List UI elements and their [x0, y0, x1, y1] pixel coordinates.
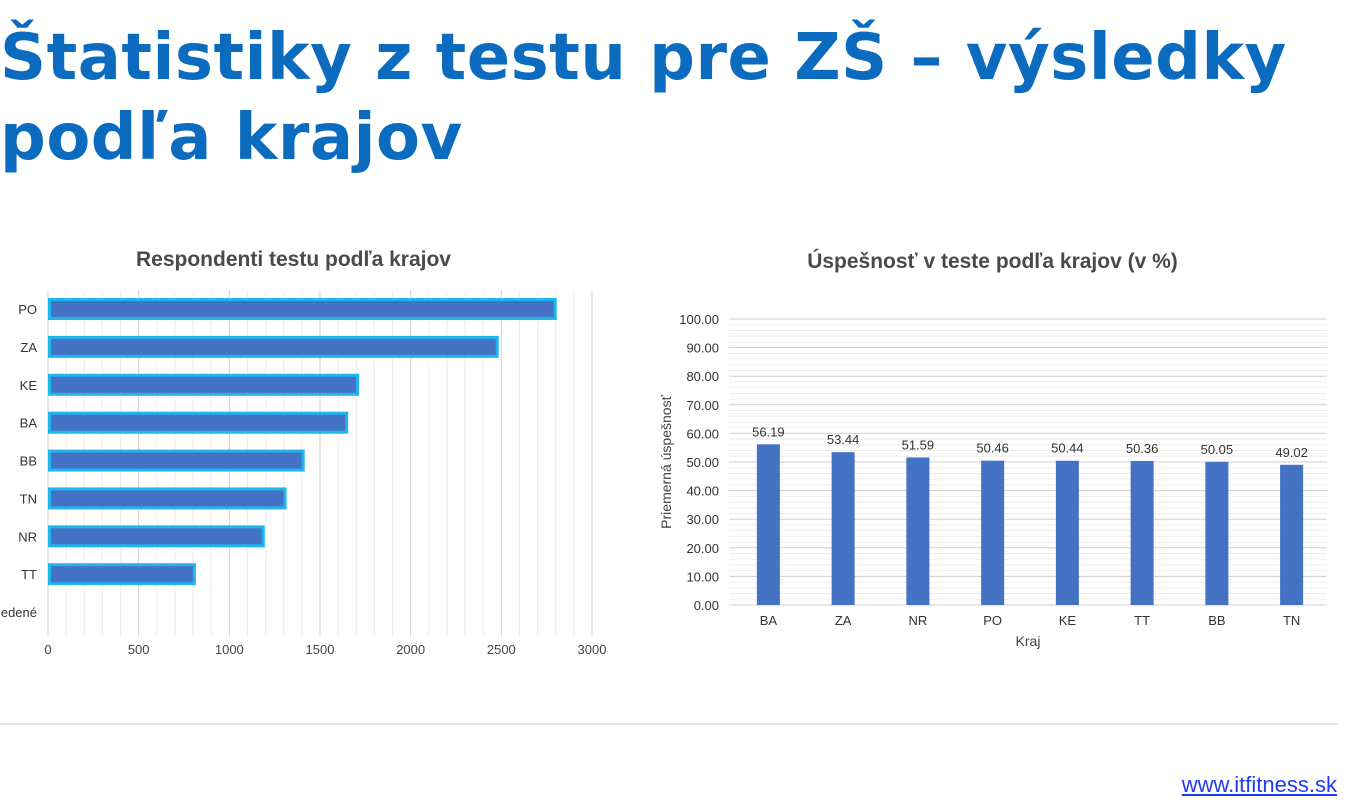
category-label-bb: BB	[20, 454, 37, 469]
x-tick-label: 500	[128, 642, 150, 657]
data-label-bb: 50.05	[1201, 442, 1234, 457]
y-tick-label: 30.00	[686, 512, 719, 527]
bar-za	[831, 452, 855, 605]
data-label-za: 53.44	[827, 432, 860, 447]
x-tick-label: 1500	[306, 642, 335, 657]
category-label-za: ZA	[835, 613, 852, 628]
data-label-tt: 50.36	[1126, 441, 1159, 456]
bar-bb	[48, 449, 305, 472]
success-chart-title: Úspešnosť v teste podľa krajov (v %)	[807, 250, 1178, 273]
category-label-po: PO	[983, 613, 1002, 628]
category-label-bb: BB	[1208, 613, 1225, 628]
category-label-nr: NR	[908, 613, 927, 628]
slide-title-line-1: Štatistiky z testu pre ZŠ – výsledky	[0, 21, 1287, 95]
website-link[interactable]: www.itfitness.sk	[1181, 772, 1337, 797]
y-tick-label: 10.00	[686, 569, 719, 584]
footer-divider	[0, 723, 1338, 725]
bar-po	[48, 298, 557, 320]
slide-title-line-2: podľa krajov	[0, 101, 463, 175]
bar-ke	[1055, 460, 1079, 605]
category-label-ke: KE	[20, 378, 38, 393]
y-axis-title: Priemerná úspešnosť	[658, 394, 674, 528]
category-label-ba: BA	[760, 613, 778, 628]
category-label-ke: KE	[1059, 613, 1077, 628]
bar-tn	[48, 487, 287, 510]
bar-ba	[756, 444, 780, 605]
y-tick-label: 0.00	[694, 598, 719, 613]
data-label-ke: 50.44	[1051, 441, 1084, 456]
data-label-tn: 49.02	[1275, 445, 1308, 460]
bar-tt	[48, 563, 196, 586]
y-tick-label: 60.00	[686, 426, 719, 441]
bar-ba	[48, 411, 349, 434]
y-tick-label: 40.00	[686, 484, 719, 499]
x-tick-label: 1000	[215, 642, 244, 657]
category-label-tt: TT	[21, 567, 37, 582]
bar-tn	[1280, 464, 1304, 605]
y-tick-label: 20.00	[686, 541, 719, 556]
y-tick-label: 50.00	[686, 455, 719, 470]
bar-za	[48, 335, 499, 358]
category-label-nr: NR	[18, 529, 37, 544]
category-label-neuvedené: edené	[1, 605, 37, 620]
bar-bb	[1205, 461, 1229, 605]
x-tick-label: 0	[44, 642, 51, 657]
category-label-tn: TN	[1283, 613, 1300, 628]
y-tick-label: 80.00	[686, 369, 719, 384]
data-label-po: 50.46	[976, 441, 1009, 456]
category-label-tn: TN	[20, 491, 37, 506]
bar-po	[981, 460, 1005, 605]
respondents-bar-chart: 0 500 1000 1500 2000 2500 3000 PO ZA KE BA BB TN NR TT…	[1, 290, 607, 657]
success-rate-bar-chart: 0.00 10.00 20.00 30.00 40.00 50.00 60.00 70.00 8…	[658, 312, 1327, 649]
bar-tt	[1130, 460, 1154, 605]
category-label-za: ZA	[20, 340, 37, 355]
category-label-po: PO	[18, 302, 37, 317]
slide-title: Štatistiky z testu pre ZŠ – výsledky pod…	[0, 18, 1360, 178]
bar-nr	[906, 457, 930, 605]
y-tick-label: 70.00	[686, 398, 719, 413]
data-label-nr: 51.59	[902, 437, 935, 452]
data-label-ba: 56.19	[752, 424, 785, 439]
category-label-tt: TT	[1134, 613, 1150, 628]
bar-nr	[48, 525, 265, 548]
x-tick-label: 2500	[487, 642, 516, 657]
y-tick-label: 100.00	[679, 312, 719, 327]
bar-ke	[48, 373, 360, 396]
x-tick-label: 3000	[578, 642, 607, 657]
x-axis-title: Kraj	[1016, 633, 1041, 649]
y-tick-label: 90.00	[686, 341, 719, 356]
respondents-chart-title: Respondenti testu podľa krajov	[136, 248, 451, 271]
x-tick-label: 2000	[396, 642, 425, 657]
category-label-ba: BA	[20, 416, 38, 431]
